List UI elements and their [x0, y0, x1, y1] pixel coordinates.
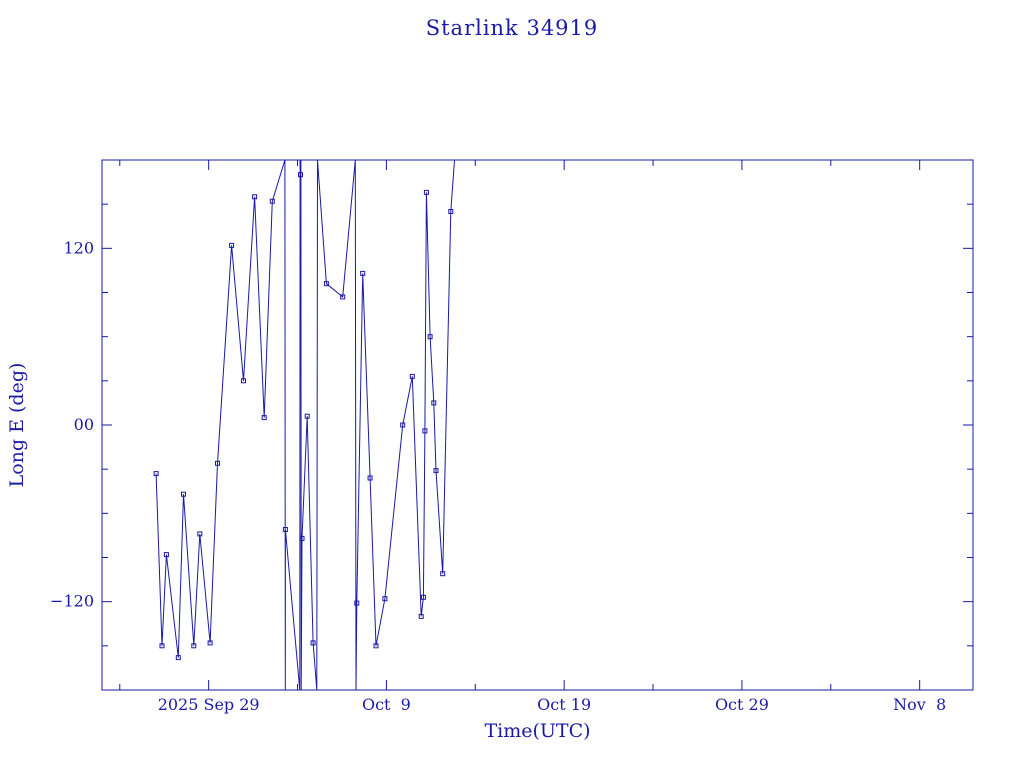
data-point	[418, 613, 424, 619]
x-tick-label: Oct 19	[537, 695, 591, 714]
longitude-line	[155, 160, 455, 690]
data-point	[422, 428, 428, 434]
y-axis-label: Long E (deg)	[6, 362, 28, 488]
tick-labels: 120 00 −120 2025 Sep 29 Oct 9 Oct 19 Oct 29 Nov…	[50, 238, 946, 714]
axis-ticks	[102, 160, 973, 690]
data-point	[299, 535, 305, 541]
series-group	[153, 160, 455, 690]
data-point	[159, 643, 165, 649]
data-point	[181, 491, 186, 497]
data-point	[282, 527, 288, 532]
x-tick-label: Nov 8	[893, 695, 946, 714]
data-point	[304, 413, 310, 419]
data-point	[367, 475, 373, 481]
data-point	[175, 655, 181, 661]
data-point	[440, 571, 446, 577]
data-point	[191, 643, 197, 649]
y-tick-label: 120	[63, 238, 94, 257]
chart-title: Starlink 34919	[425, 16, 599, 40]
data-point	[423, 189, 429, 195]
data-point	[153, 471, 159, 477]
data-point	[197, 531, 203, 537]
data-point	[310, 640, 316, 646]
data-point	[269, 198, 275, 204]
data-point	[252, 194, 258, 200]
data-point	[323, 281, 329, 287]
data-point	[373, 643, 379, 649]
data-point	[215, 460, 220, 466]
data-point	[340, 294, 346, 300]
data-point	[163, 552, 169, 558]
data-point	[229, 242, 235, 248]
x-axis-label: Time(UTC)	[484, 720, 591, 742]
data-point	[261, 415, 267, 421]
plot-frame	[101, 159, 974, 691]
data-point	[433, 468, 439, 474]
data-point	[431, 400, 437, 406]
data-point	[409, 373, 415, 379]
data-point	[298, 172, 303, 178]
y-tick-label: 00	[74, 415, 94, 434]
data-point	[400, 422, 406, 428]
data-point	[354, 600, 360, 606]
data-point	[420, 594, 426, 600]
data-point	[360, 270, 366, 276]
x-tick-label: 2025 Sep 29	[158, 695, 260, 714]
x-tick-label: Oct 29	[715, 695, 769, 714]
x-tick-label: Oct 9	[362, 695, 411, 714]
series-layer	[153, 160, 455, 690]
data-point	[241, 378, 246, 384]
data-point	[207, 640, 213, 646]
data-point	[448, 209, 454, 214]
data-point	[427, 334, 433, 340]
y-tick-label: −120	[50, 592, 94, 611]
data-point	[382, 596, 388, 602]
